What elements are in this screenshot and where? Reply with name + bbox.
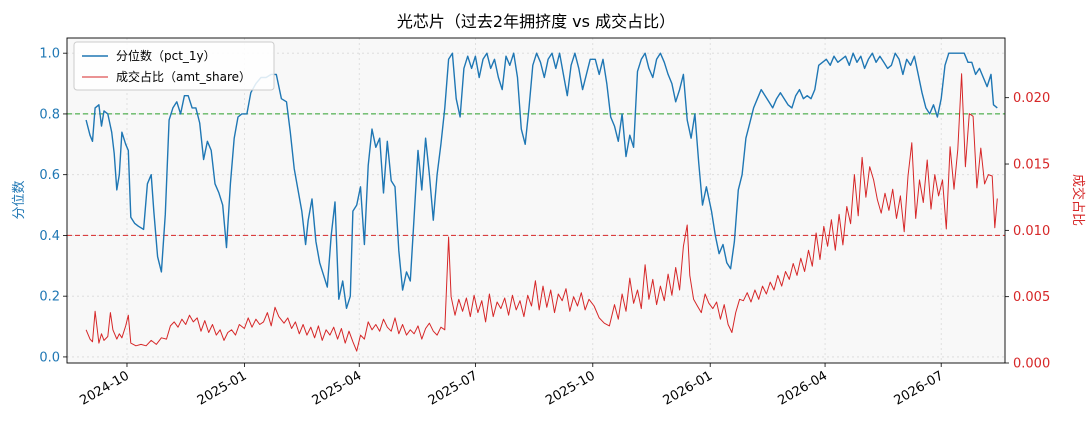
left-tick-label: 0.2 <box>39 290 60 305</box>
x-tick-label: 2026-04 <box>776 368 831 408</box>
reference-lines <box>67 113 1005 236</box>
chart-title: 光芯片（过去2年拥挤度 vs 成交占比） <box>397 12 675 31</box>
legend: 分位数（pct_1y） 成交占比（amt_share） <box>73 41 275 91</box>
left-tick-label: 0.0 <box>39 350 60 365</box>
left-tick-label: 0.8 <box>39 107 60 122</box>
left-tick-label: 0.4 <box>39 229 60 244</box>
x-tick-label: 2026-07 <box>892 368 947 408</box>
left-tick-label: 0.6 <box>39 168 60 183</box>
amt-share-line <box>85 73 998 352</box>
plot-frame <box>66 37 1006 364</box>
x-tick-label: 2025-07 <box>426 368 481 408</box>
x-tick-label: 2024-10 <box>77 368 132 408</box>
x-tick-label: 2025-01 <box>195 368 250 408</box>
pct-line <box>85 52 998 309</box>
plot-background <box>67 38 1005 363</box>
x-tick-label: 2026-01 <box>661 368 716 408</box>
left-axis-ticks: 0.0 0.2 0.4 0.6 0.8 1.0 <box>39 47 67 365</box>
right-tick-label: 0.005 <box>1013 290 1050 305</box>
right-tick-label: 0.015 <box>1013 158 1050 173</box>
legend-label-pct: 分位数（pct_1y） <box>116 48 216 63</box>
amt-share-series <box>85 73 998 352</box>
right-tick-label: 0.000 <box>1013 357 1050 372</box>
right-tick-label: 0.020 <box>1013 91 1050 106</box>
right-axis-label: 成交占比 <box>1070 174 1086 226</box>
legend-box <box>73 41 275 91</box>
x-axis-ticks: 2024-10 2025-01 2025-04 2025-07 2025-10 2026-… <box>77 363 946 409</box>
pct-series <box>85 52 998 309</box>
x-tick-label: 2025-04 <box>310 368 365 408</box>
legend-label-amt: 成交占比（amt_share） <box>116 69 251 84</box>
x-tick-label: 2025-10 <box>543 368 598 408</box>
left-axis-label: 分位数 <box>12 180 27 219</box>
right-axis-ticks: 0.000 0.005 0.010 0.015 0.020 <box>1005 91 1050 372</box>
left-tick-label: 1.0 <box>39 47 60 62</box>
right-tick-label: 0.010 <box>1013 224 1050 239</box>
